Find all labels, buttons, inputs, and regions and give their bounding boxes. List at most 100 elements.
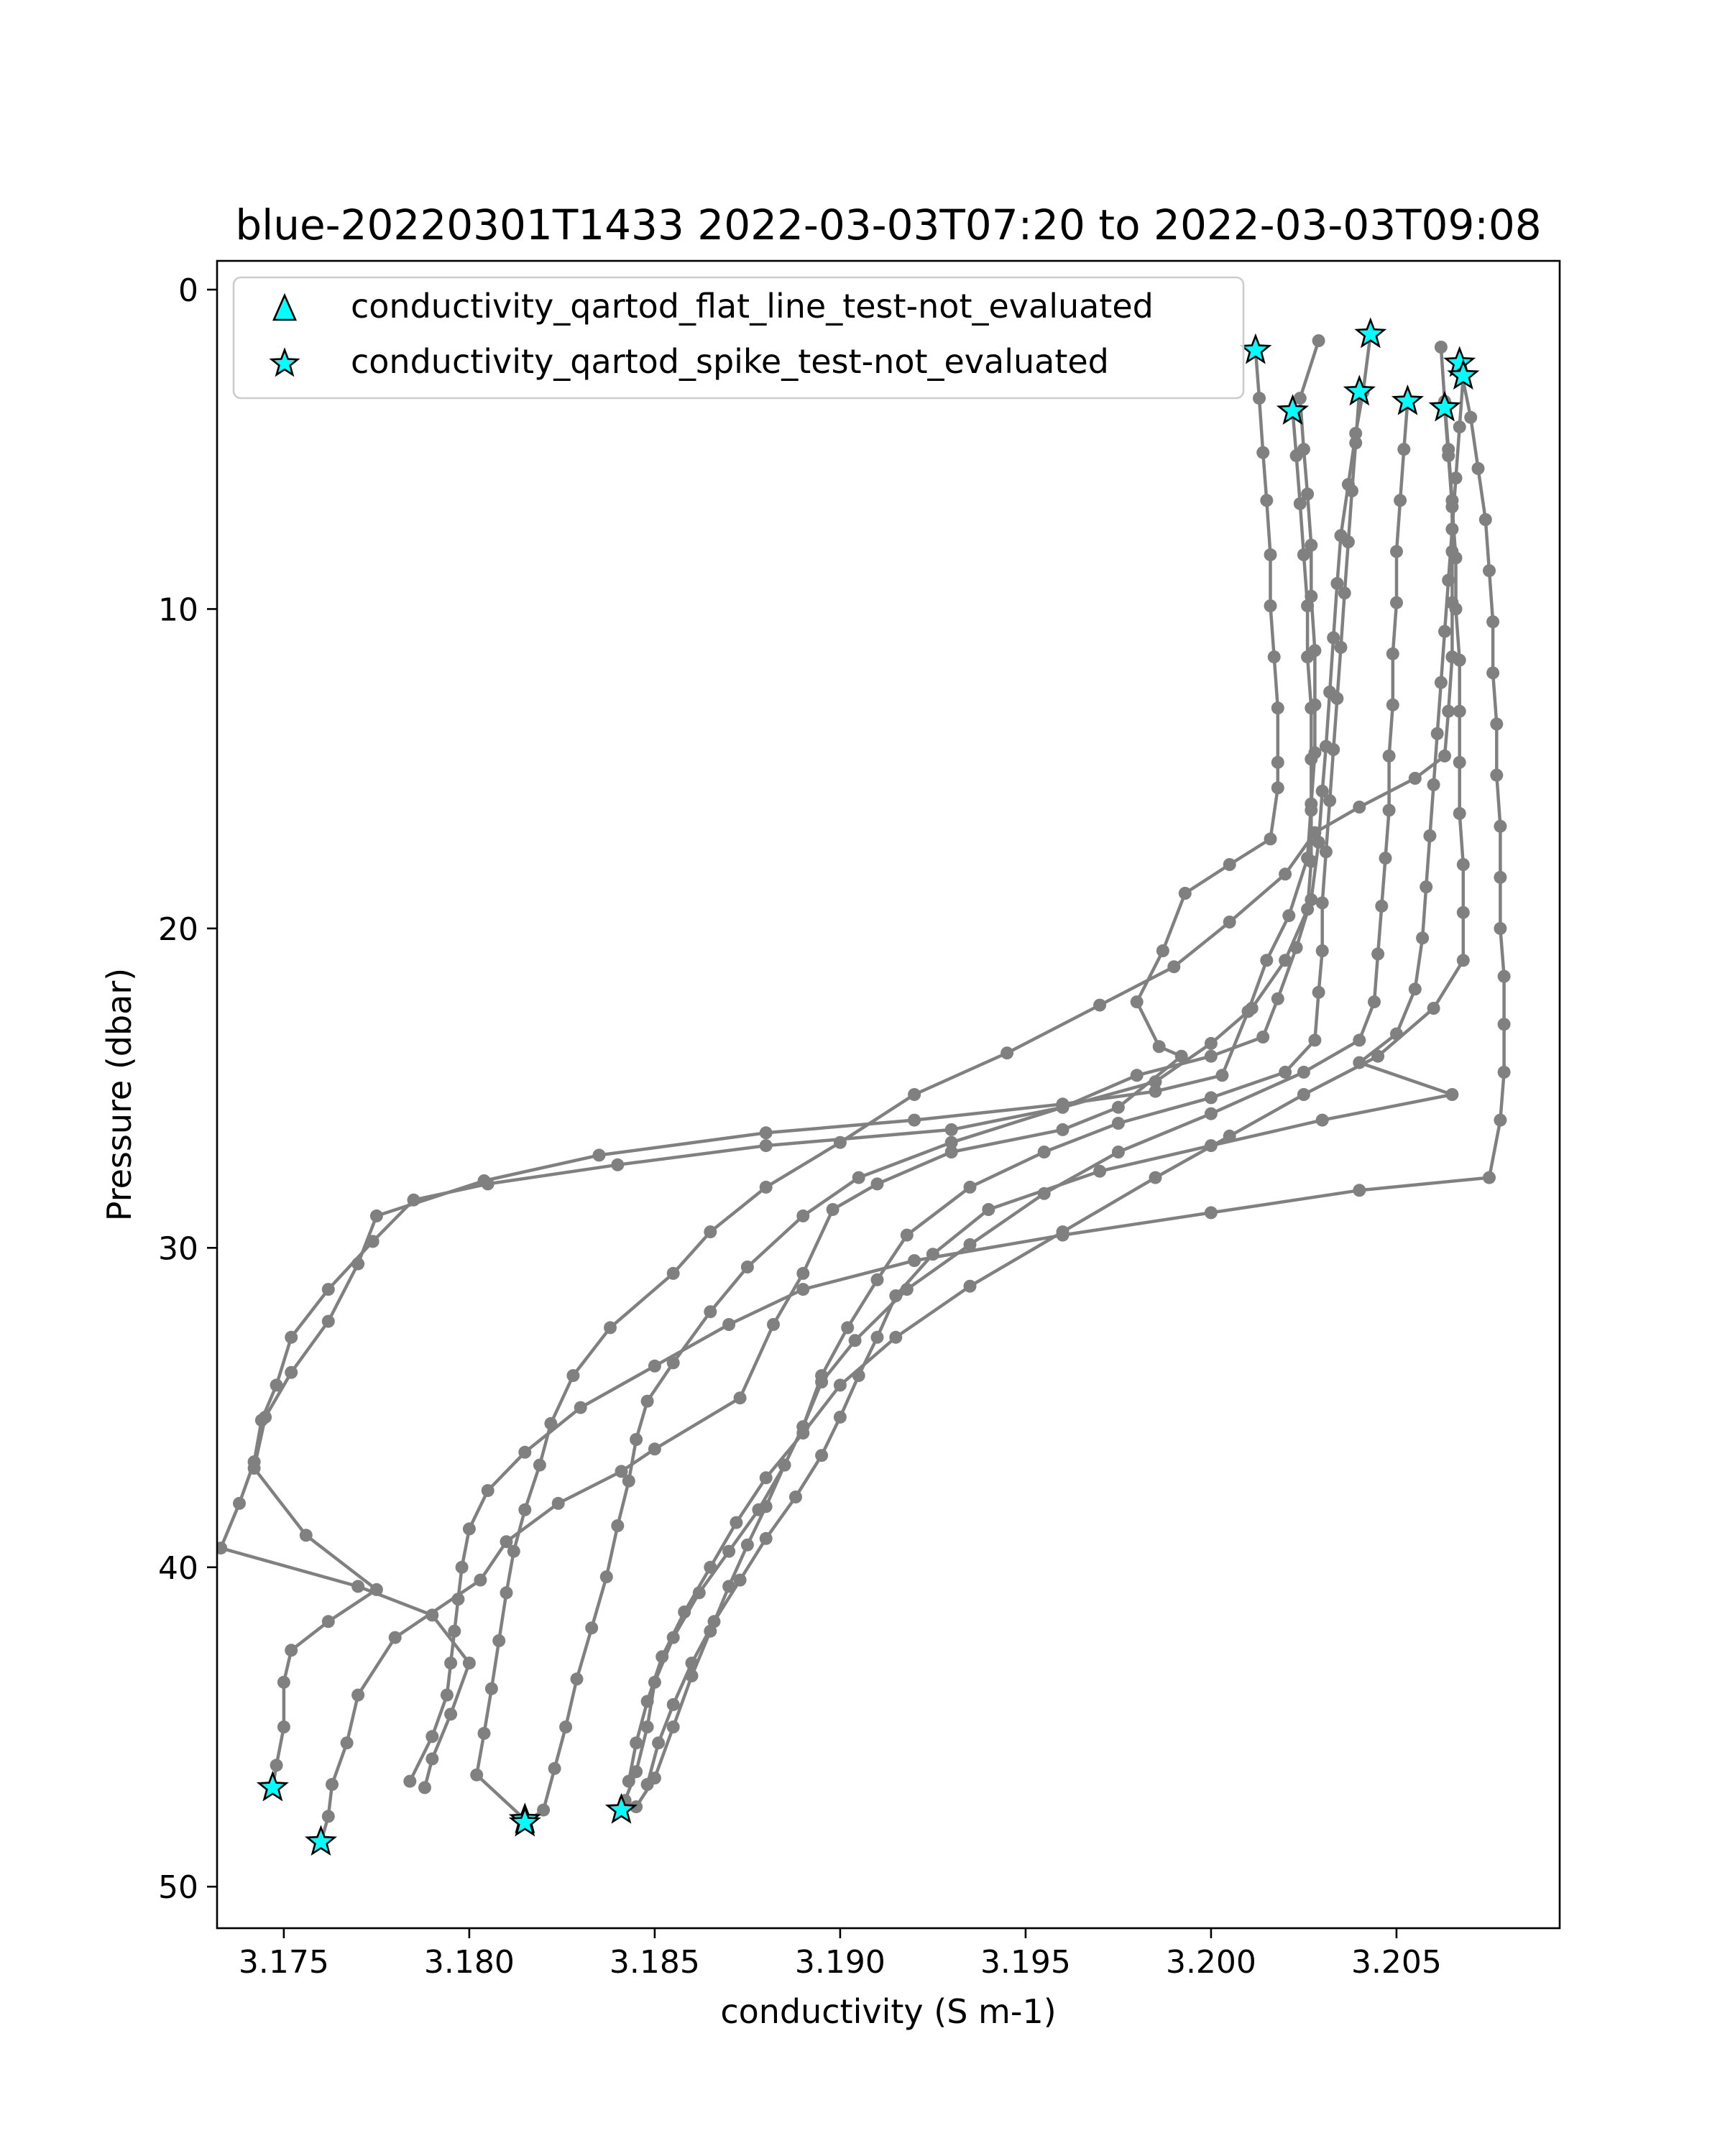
data-point	[759, 1139, 773, 1153]
data-point	[1253, 392, 1266, 405]
data-point	[604, 1321, 617, 1335]
data-point	[926, 1248, 939, 1261]
data-point	[870, 1177, 884, 1191]
data-point	[870, 1273, 884, 1286]
data-point	[1434, 341, 1448, 354]
data-point	[1264, 832, 1277, 846]
data-point	[722, 1544, 736, 1558]
data-point	[1279, 1065, 1292, 1079]
data-point	[426, 1730, 439, 1743]
data-point	[1497, 969, 1511, 983]
x-axis: 3.175 3.180 3.185 3.190 3.195 3.200 3.205	[239, 1928, 1442, 1981]
data-point	[666, 1266, 680, 1280]
data-point	[1346, 484, 1358, 497]
data-point	[1301, 650, 1315, 664]
data-point	[500, 1535, 513, 1549]
data-point	[640, 1394, 654, 1408]
data-point	[1223, 858, 1236, 871]
data-point	[1264, 548, 1277, 561]
data-point	[630, 1765, 643, 1779]
data-point	[484, 1682, 498, 1695]
data-point	[740, 1261, 754, 1273]
data-point	[470, 1768, 484, 1782]
data-point	[1056, 1228, 1070, 1242]
data-point	[285, 1644, 298, 1657]
data-point	[326, 1778, 339, 1791]
data-point	[963, 1180, 977, 1194]
spike-flag-star	[1354, 317, 1387, 349]
profile-line-10	[645, 375, 1466, 1785]
data-point	[1486, 615, 1500, 629]
data-point	[630, 1800, 643, 1814]
data-point	[321, 1283, 335, 1296]
data-point	[1204, 1139, 1218, 1153]
data-point	[444, 1708, 458, 1721]
data-point	[1178, 887, 1192, 900]
data-point	[369, 1209, 383, 1222]
flat-line-flag-triangle-icon	[272, 292, 297, 321]
data-point	[740, 1538, 754, 1552]
data-point	[1111, 1117, 1125, 1130]
data-point	[1056, 1100, 1070, 1114]
data-point	[559, 1720, 573, 1733]
data-point	[1494, 819, 1507, 833]
data-point	[767, 1318, 780, 1331]
data-point	[518, 1445, 532, 1459]
data-point	[455, 1560, 469, 1574]
data-point	[704, 1560, 717, 1574]
data-point	[796, 1266, 810, 1280]
spike-flag-star-icon	[269, 347, 300, 377]
data-point	[1449, 602, 1463, 616]
data-point	[1371, 1049, 1385, 1063]
data-point	[622, 1774, 635, 1788]
data-point	[537, 1803, 551, 1817]
data-point	[666, 1697, 680, 1711]
data-point	[733, 1391, 747, 1405]
data-point	[1293, 392, 1307, 405]
legend-box	[232, 276, 1245, 400]
x-tick-label: 3.185	[610, 1944, 700, 1981]
data-point	[1315, 896, 1329, 910]
data-point	[963, 1279, 977, 1293]
data-point	[1315, 944, 1329, 957]
data-point	[1483, 564, 1496, 578]
series-layer	[217, 328, 1511, 1848]
data-point	[1371, 947, 1385, 961]
data-point	[1305, 701, 1318, 715]
data-point	[889, 1330, 903, 1344]
data-point	[1486, 666, 1500, 680]
data-point	[1382, 749, 1396, 763]
x-axis-label: conductivity (S m-1)	[720, 1992, 1056, 2031]
data-point	[1149, 1084, 1162, 1098]
data-point	[1279, 867, 1292, 881]
data-point	[1111, 1146, 1125, 1158]
data-point	[1390, 545, 1403, 558]
spike-flag-star	[1391, 384, 1424, 415]
data-point	[388, 1631, 402, 1644]
data-point	[1305, 854, 1318, 868]
data-point	[1130, 995, 1144, 1009]
data-point	[418, 1781, 431, 1795]
data-point	[1167, 960, 1181, 974]
data-point	[1453, 806, 1466, 820]
data-point	[1434, 676, 1448, 689]
data-point	[1408, 982, 1422, 996]
x-tick-label: 3.205	[1351, 1944, 1442, 1981]
data-point	[1464, 410, 1478, 424]
data-point	[1000, 1046, 1014, 1060]
data-point	[1353, 801, 1366, 814]
data-point	[1301, 487, 1315, 501]
data-point	[789, 1491, 802, 1503]
data-point	[648, 1359, 661, 1373]
data-point	[908, 1254, 921, 1268]
data-point	[1368, 995, 1381, 1009]
data-point	[1256, 446, 1270, 459]
data-point	[474, 1573, 487, 1587]
data-point	[1375, 899, 1389, 913]
data-point	[870, 1330, 884, 1344]
data-point	[1394, 494, 1407, 507]
data-point	[1349, 436, 1363, 450]
data-point	[492, 1634, 506, 1647]
data-point	[1271, 992, 1284, 1005]
spike-flag-star	[1428, 390, 1461, 422]
